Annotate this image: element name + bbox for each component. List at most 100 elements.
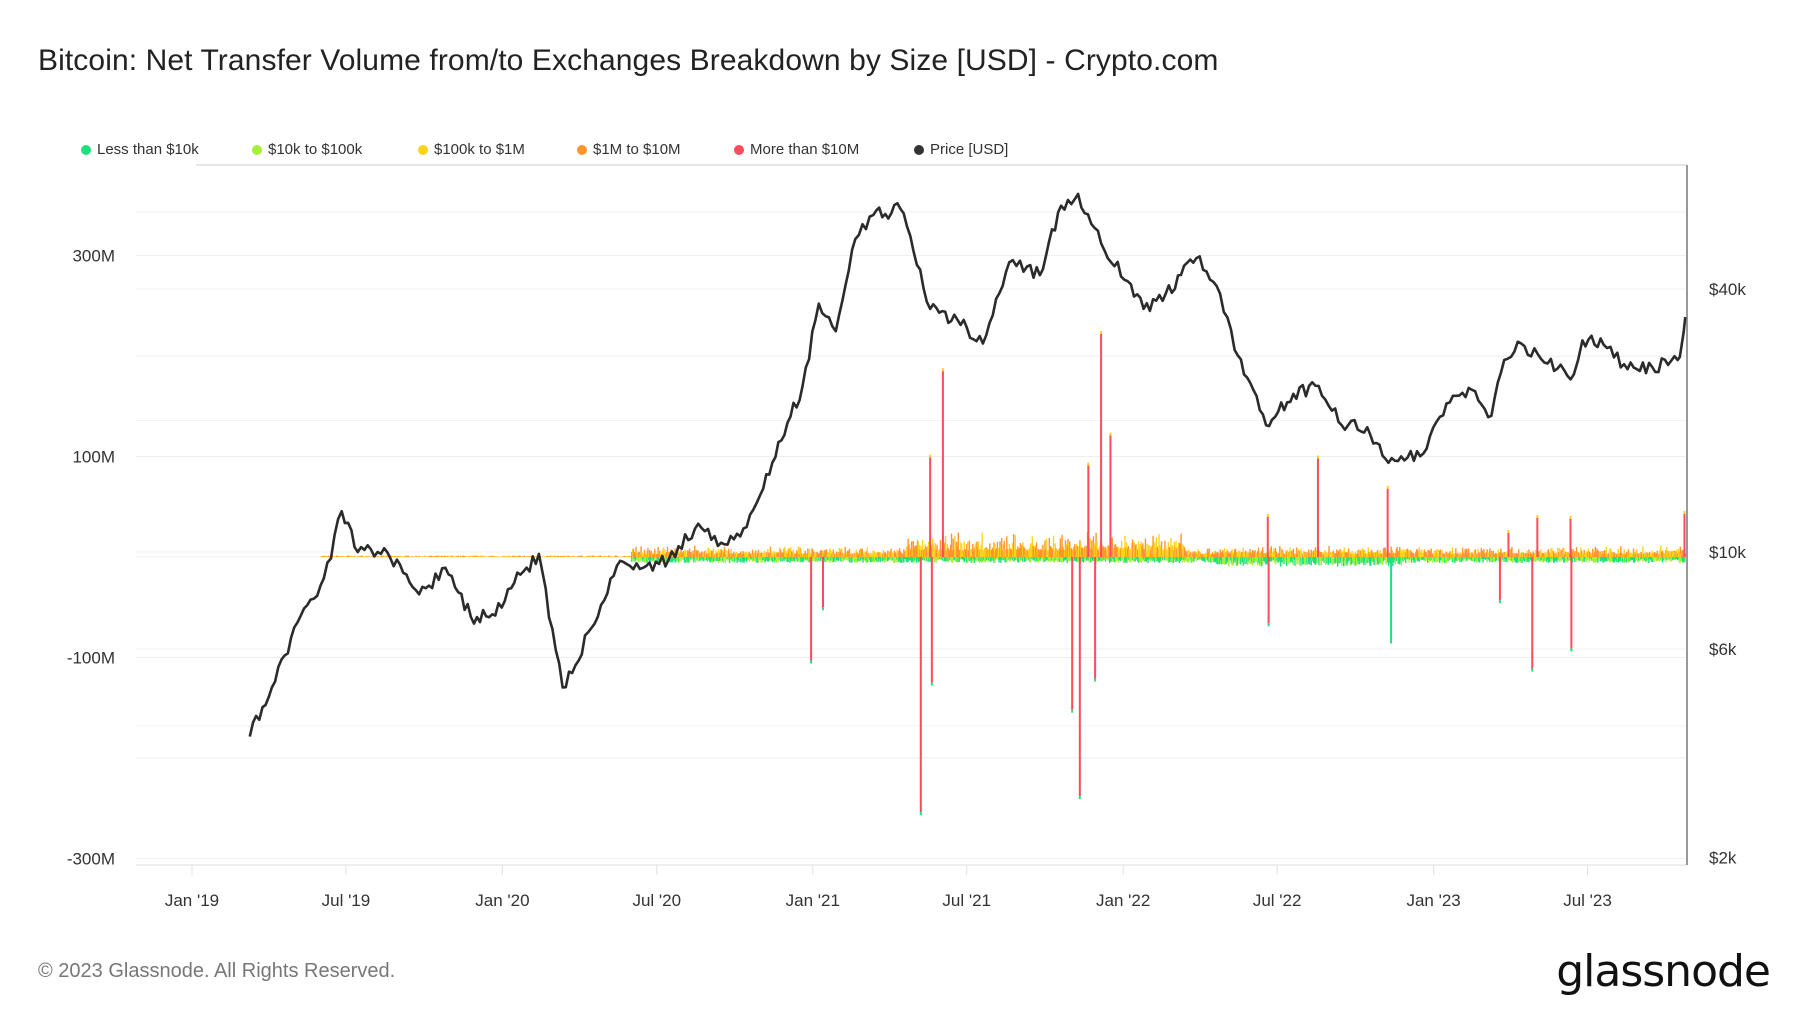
volume-bar-negative: [1158, 557, 1160, 564]
volume-bar-positive: [862, 553, 864, 557]
volume-bar-positive: [1351, 550, 1353, 557]
volume-bar-positive: [1219, 549, 1221, 557]
volume-bar-positive: [436, 555, 438, 557]
volume-bar-negative: [1154, 557, 1157, 560]
legend-item-price[interactable]: Price [USD]: [914, 141, 1008, 158]
volume-bar-positive: [870, 553, 872, 557]
volume-bar-negative: [1579, 557, 1581, 561]
volume-bar-negative: [1664, 557, 1666, 561]
volume-bar-positive: [820, 550, 823, 557]
volume-bar-negative: [1379, 557, 1381, 564]
volume-bar-negative: [670, 557, 672, 562]
volume-bar-positive: [777, 552, 779, 557]
volume-bar-negative: [1518, 557, 1520, 561]
volume-bar-negative: [1127, 557, 1130, 560]
volume-bar-negative: [1067, 557, 1069, 561]
volume-bar-positive: [816, 551, 818, 557]
volume-bar-positive: [979, 549, 982, 557]
volume-bar-negative: [1619, 557, 1621, 561]
volume-bar-negative: [1564, 557, 1567, 561]
volume-bar-positive: [1662, 552, 1665, 557]
volume-bar-positive: [1359, 550, 1362, 557]
volume-bar-positive: [1419, 550, 1421, 557]
volume-bar-negative: [1188, 557, 1190, 563]
volume-bar-negative: [1633, 557, 1636, 563]
volume-bar-negative: [1578, 557, 1580, 561]
volume-bar-negative: [1476, 557, 1478, 563]
volume-bar-positive: [703, 551, 705, 557]
volume-bar-positive: [393, 556, 396, 557]
volume-bar-positive: [890, 548, 892, 557]
volume-bar-positive: [360, 555, 363, 557]
volume-bar-negative: [1375, 557, 1377, 566]
legend-item-10k-to-100k[interactable]: $10k to $100k: [252, 141, 362, 158]
volume-bar-negative: [787, 557, 789, 562]
volume-bar-positive: [398, 555, 401, 557]
legend-item-less-than-10k[interactable]: Less than $10k: [81, 141, 199, 158]
volume-bar-negative: [1496, 557, 1499, 561]
volume-bar-negative: [1546, 557, 1549, 561]
volume-bar-negative: [843, 557, 846, 560]
volume-bar-negative: [1010, 557, 1012, 560]
volume-bar-negative: [863, 557, 865, 560]
volume-bar-positive: [1503, 551, 1505, 557]
volume-spike-cap: [1570, 648, 1573, 652]
volume-bar-negative: [1156, 557, 1159, 562]
volume-bar-negative: [1083, 557, 1085, 560]
volume-bar-positive: [1384, 547, 1386, 557]
volume-bar-positive: [877, 552, 880, 557]
volume-bar-negative: [796, 557, 798, 560]
volume-bar-negative: [1242, 557, 1244, 566]
volume-bar-positive: [1272, 551, 1274, 557]
volume-bar-positive: [344, 556, 346, 557]
volume-bar-negative: [935, 557, 937, 563]
volume-bar-negative: [751, 557, 754, 562]
volume-bar-positive: [1211, 552, 1214, 557]
volume-bar-positive: [1633, 552, 1636, 557]
volume-bar-negative: [1057, 557, 1059, 563]
volume-bar-positive: [1325, 552, 1328, 557]
volume-bar-positive: [1626, 553, 1629, 557]
volume-bar-positive: [678, 553, 681, 557]
volume-bar-negative: [932, 557, 935, 560]
volume-bar-negative: [1301, 557, 1303, 565]
volume-bar-positive: [546, 556, 548, 557]
volume-bar-negative: [1081, 557, 1084, 562]
volume-bar-negative: [860, 557, 863, 560]
volume-bar-negative: [885, 557, 887, 562]
volume-bar-positive: [1205, 553, 1207, 557]
volume-bar-negative: [1616, 557, 1619, 562]
volume-bar-positive: [570, 556, 573, 557]
volume-bar-negative: [1006, 557, 1008, 562]
volume-bar-positive: [1528, 549, 1530, 557]
volume-bar-positive: [528, 556, 530, 557]
volume-bar-positive: [953, 549, 955, 557]
volume-bar-positive: [662, 547, 664, 557]
volume-bar-positive: [677, 552, 680, 557]
volume-bar-negative: [643, 557, 646, 563]
volume-bar-negative: [1176, 557, 1178, 561]
volume-bar-negative: [741, 557, 744, 563]
volume-spike-bar: [941, 371, 944, 557]
volume-bar-negative: [997, 557, 999, 560]
volume-bar-positive: [1398, 550, 1400, 557]
volume-bar-positive: [827, 552, 829, 557]
volume-bar-positive: [557, 555, 559, 557]
volume-bar-positive: [843, 553, 846, 557]
volume-bar-positive: [1107, 544, 1109, 557]
volume-bar-negative: [994, 557, 996, 563]
legend-item-100k-to-1m[interactable]: $100k to $1M: [418, 141, 525, 158]
volume-bar-negative: [949, 557, 952, 561]
legend-item-more-than-10m[interactable]: More than $10M: [734, 141, 859, 158]
volume-bar-positive: [501, 555, 504, 557]
volume-bar-negative: [733, 557, 735, 563]
volume-bar-positive: [1678, 552, 1681, 557]
volume-bar-positive: [1489, 553, 1492, 557]
volume-bar-positive: [1447, 552, 1449, 557]
volume-spike-bar: [1109, 435, 1112, 557]
volume-bar-negative: [1493, 557, 1495, 562]
volume-bar-negative: [1119, 557, 1121, 561]
legend-item-1m-to-10m[interactable]: $1M to $10M: [577, 141, 681, 158]
volume-bar-positive: [522, 556, 524, 557]
volume-bar-negative: [1017, 557, 1020, 563]
